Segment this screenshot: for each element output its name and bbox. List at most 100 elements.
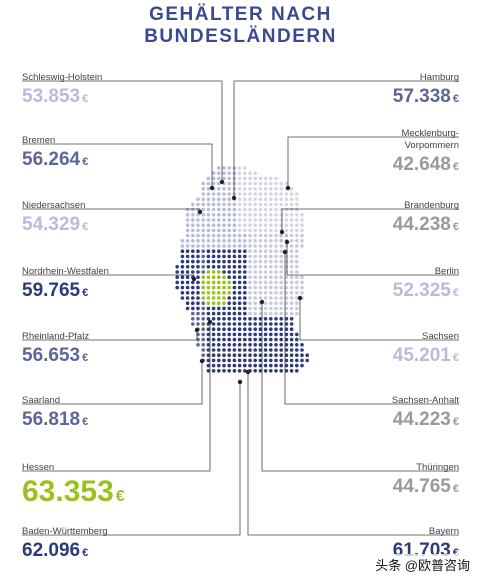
map-dot — [185, 291, 190, 295]
map-dot — [211, 244, 216, 248]
map-dot — [300, 228, 304, 233]
salary-value: 44.238 € — [289, 214, 459, 238]
map-dot — [295, 296, 299, 300]
map-dot — [248, 353, 252, 358]
map-dot — [222, 327, 226, 332]
map-dot — [274, 275, 278, 280]
map-dot — [243, 239, 247, 243]
map-dot — [274, 254, 278, 259]
map-dot — [196, 285, 200, 290]
map-dot — [289, 233, 294, 238]
map-dot — [248, 228, 252, 233]
leader-line-right — [287, 136, 459, 188]
state-name: Sachsen — [422, 331, 459, 342]
map-dot — [232, 218, 237, 222]
map-dot — [243, 369, 247, 373]
map-dot — [211, 348, 216, 352]
map-dot — [274, 327, 278, 332]
map-dot — [258, 285, 263, 290]
map-dot — [243, 348, 247, 352]
salary-number: 63.353 — [22, 475, 114, 508]
map-dot — [237, 197, 242, 201]
salary-value: 44.223 € — [289, 409, 459, 433]
salary-value: 63.353 € — [22, 476, 192, 513]
map-dot — [232, 280, 237, 285]
map-dot — [237, 228, 242, 233]
map-dot — [227, 337, 231, 342]
map-dot — [222, 363, 226, 368]
map-dot — [253, 369, 257, 373]
map-dot — [274, 311, 278, 316]
map-dot — [274, 218, 278, 222]
map-dot — [274, 322, 278, 326]
map-dot — [217, 197, 221, 201]
map-dot — [201, 265, 205, 269]
salary-value: 56.264 € — [22, 149, 192, 173]
map-dot — [206, 311, 211, 316]
map-dot — [263, 332, 268, 337]
map-dot — [206, 343, 211, 347]
map-dot — [196, 291, 200, 295]
leader-anchor-dot — [237, 379, 243, 385]
map-dot — [289, 311, 294, 316]
map-dot — [196, 249, 200, 253]
map-dot — [206, 270, 211, 274]
map-dot — [300, 233, 304, 238]
map-dot — [185, 228, 190, 233]
map-dot — [269, 176, 273, 181]
map-dot — [263, 301, 268, 306]
map-dot — [196, 259, 200, 264]
map-dot — [269, 291, 273, 295]
map-dot — [217, 358, 221, 363]
map-dot — [232, 332, 237, 337]
map-dot — [289, 275, 294, 280]
map-dot — [237, 363, 242, 368]
map-dot — [185, 223, 190, 227]
map-dot — [295, 254, 299, 259]
map-dot — [196, 306, 200, 311]
leader-anchor-dot — [285, 185, 291, 191]
map-dot — [222, 197, 226, 201]
map-dot — [211, 254, 216, 259]
map-dot — [206, 213, 211, 217]
map-dot — [253, 249, 257, 253]
map-dot — [263, 181, 268, 186]
map-dot — [211, 306, 216, 311]
currency-symbol: € — [452, 483, 459, 495]
map-dot — [185, 275, 190, 280]
map-dot — [284, 343, 289, 347]
map-dot — [243, 259, 247, 264]
map-dot — [237, 270, 242, 274]
map-dot — [279, 275, 284, 280]
map-dot — [180, 254, 185, 259]
map-dot — [206, 327, 211, 332]
map-dot — [300, 291, 304, 295]
map-dot — [175, 265, 179, 269]
map-dot — [279, 254, 284, 259]
map-dot — [289, 285, 294, 290]
map-dot — [253, 202, 257, 207]
map-dot — [300, 348, 304, 352]
map-dot — [269, 265, 273, 269]
map-dot — [289, 348, 294, 352]
salary-number: 56.818 — [22, 409, 81, 430]
map-dot — [201, 311, 205, 316]
map-dot — [253, 337, 257, 342]
map-dot — [196, 197, 200, 201]
map-dot — [201, 192, 205, 196]
map-dot — [284, 311, 289, 316]
map-dot — [258, 353, 263, 358]
map-dot — [222, 311, 226, 316]
map-dot — [284, 192, 289, 196]
map-dot — [196, 296, 200, 300]
salary-value: 54.329 € — [22, 214, 192, 238]
map-dot — [185, 244, 190, 248]
map-dot — [263, 218, 268, 222]
map-dot — [237, 233, 242, 238]
map-dot — [211, 322, 216, 326]
map-dot — [201, 259, 205, 264]
map-dot — [274, 270, 278, 274]
currency-symbol: € — [82, 287, 89, 299]
salary-number: 44.223 — [392, 409, 451, 430]
map-dot — [211, 239, 216, 243]
